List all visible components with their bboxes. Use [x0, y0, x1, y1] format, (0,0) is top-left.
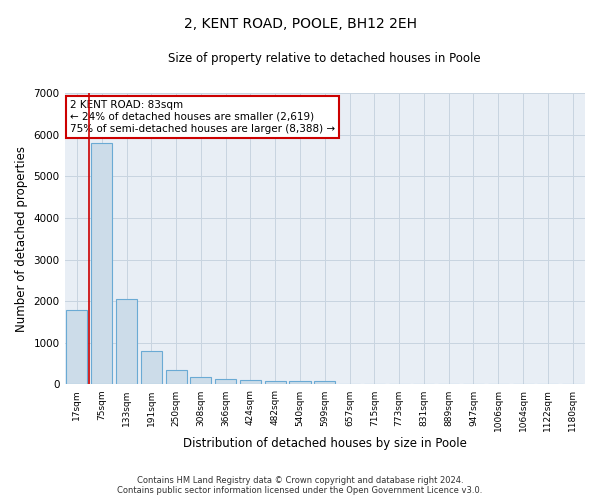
- Bar: [116, 298, 137, 384]
- Bar: [240, 380, 261, 384]
- Text: 2, KENT ROAD, POOLE, BH12 2EH: 2, KENT ROAD, POOLE, BH12 2EH: [184, 18, 416, 32]
- Bar: [91, 143, 112, 384]
- Bar: [314, 382, 335, 384]
- Bar: [265, 380, 286, 384]
- Bar: [67, 310, 88, 384]
- X-axis label: Distribution of detached houses by size in Poole: Distribution of detached houses by size …: [183, 437, 467, 450]
- Title: Size of property relative to detached houses in Poole: Size of property relative to detached ho…: [169, 52, 481, 66]
- Bar: [215, 380, 236, 384]
- Text: 2 KENT ROAD: 83sqm
← 24% of detached houses are smaller (2,619)
75% of semi-deta: 2 KENT ROAD: 83sqm ← 24% of detached hou…: [70, 100, 335, 134]
- Y-axis label: Number of detached properties: Number of detached properties: [15, 146, 28, 332]
- Bar: [166, 370, 187, 384]
- Text: Contains HM Land Registry data © Crown copyright and database right 2024.
Contai: Contains HM Land Registry data © Crown c…: [118, 476, 482, 495]
- Bar: [289, 381, 311, 384]
- Bar: [190, 377, 211, 384]
- Bar: [141, 350, 162, 384]
